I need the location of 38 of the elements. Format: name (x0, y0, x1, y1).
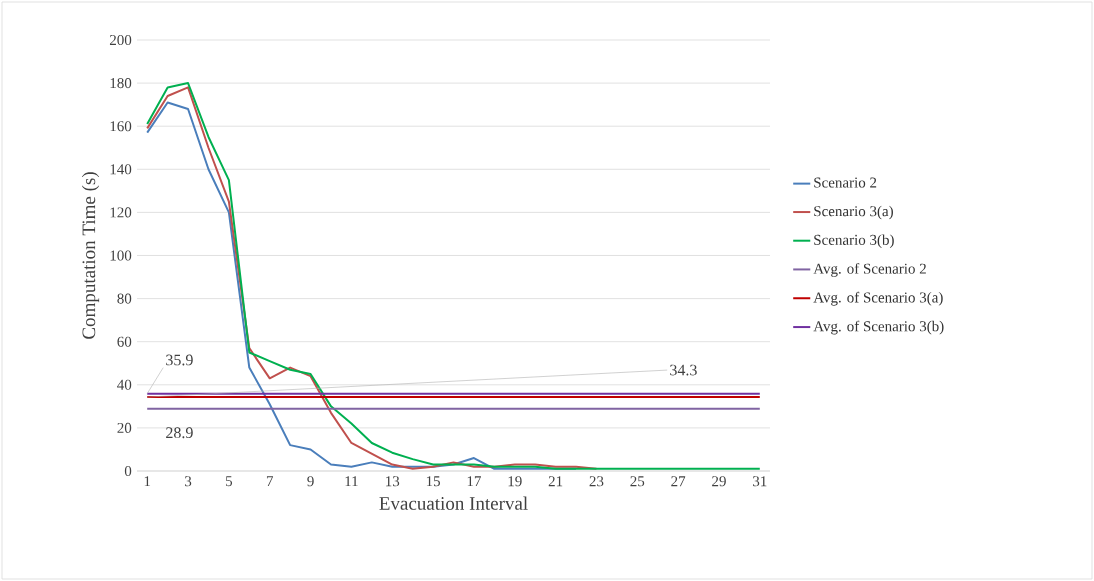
x-tick-label: 21 (548, 476, 563, 487)
y-tick-label: 40 (117, 379, 132, 390)
x-tick-label: 27 (671, 476, 686, 487)
x-tick-label: 1 (144, 476, 151, 487)
x-tick-label: 25 (630, 476, 645, 487)
x-tick-label: 5 (226, 476, 233, 487)
x-tick-label: 23 (589, 476, 604, 487)
x-tick-label: 15 (426, 476, 440, 487)
x-tick-label: 17 (467, 476, 481, 487)
y-tick-label: 120 (110, 207, 132, 218)
y-tick-label: 200 (109, 34, 132, 46)
legend-label: Avg. of Scenario 2 (813, 263, 926, 277)
y-tick-label: 80 (117, 293, 132, 304)
y-tick-label: 180 (110, 78, 132, 89)
x-tick-label: 7 (266, 476, 274, 487)
legend-label: Scenario 3(b) (814, 234, 894, 248)
x-tick-label: 3 (185, 476, 192, 487)
legend-label: Scenario 3(a) (814, 205, 893, 220)
y-tick-label: 160 (110, 121, 132, 132)
x-tick-label: 31 (753, 476, 767, 487)
legend-label: Avg. of Scenario 3(b) (813, 320, 944, 335)
x-tick-label: 13 (386, 476, 400, 487)
data-label: 28.9 (166, 427, 193, 439)
legend-label: Scenario 2 (814, 177, 877, 188)
x-tick-label: 11 (345, 476, 358, 487)
x-tick-label: 9 (307, 476, 314, 487)
y-tick-label: 20 (117, 422, 132, 433)
data-label: 35.9 (166, 354, 193, 366)
data-label: 34.3 (670, 364, 697, 376)
y-tick-label: 60 (117, 336, 132, 347)
legend-label: Avg. of Scenario 3(a) (813, 291, 943, 306)
y-axis-title: Computation Time (s) (81, 172, 100, 339)
x-tick-label: 19 (508, 476, 522, 487)
y-tick-label: 0 (124, 465, 132, 477)
y-tick-label: 140 (110, 164, 132, 175)
x-tick-label: 29 (712, 476, 726, 487)
x-axis-title: Evacuation Interval (379, 496, 528, 510)
y-tick-label: 100 (110, 250, 132, 261)
